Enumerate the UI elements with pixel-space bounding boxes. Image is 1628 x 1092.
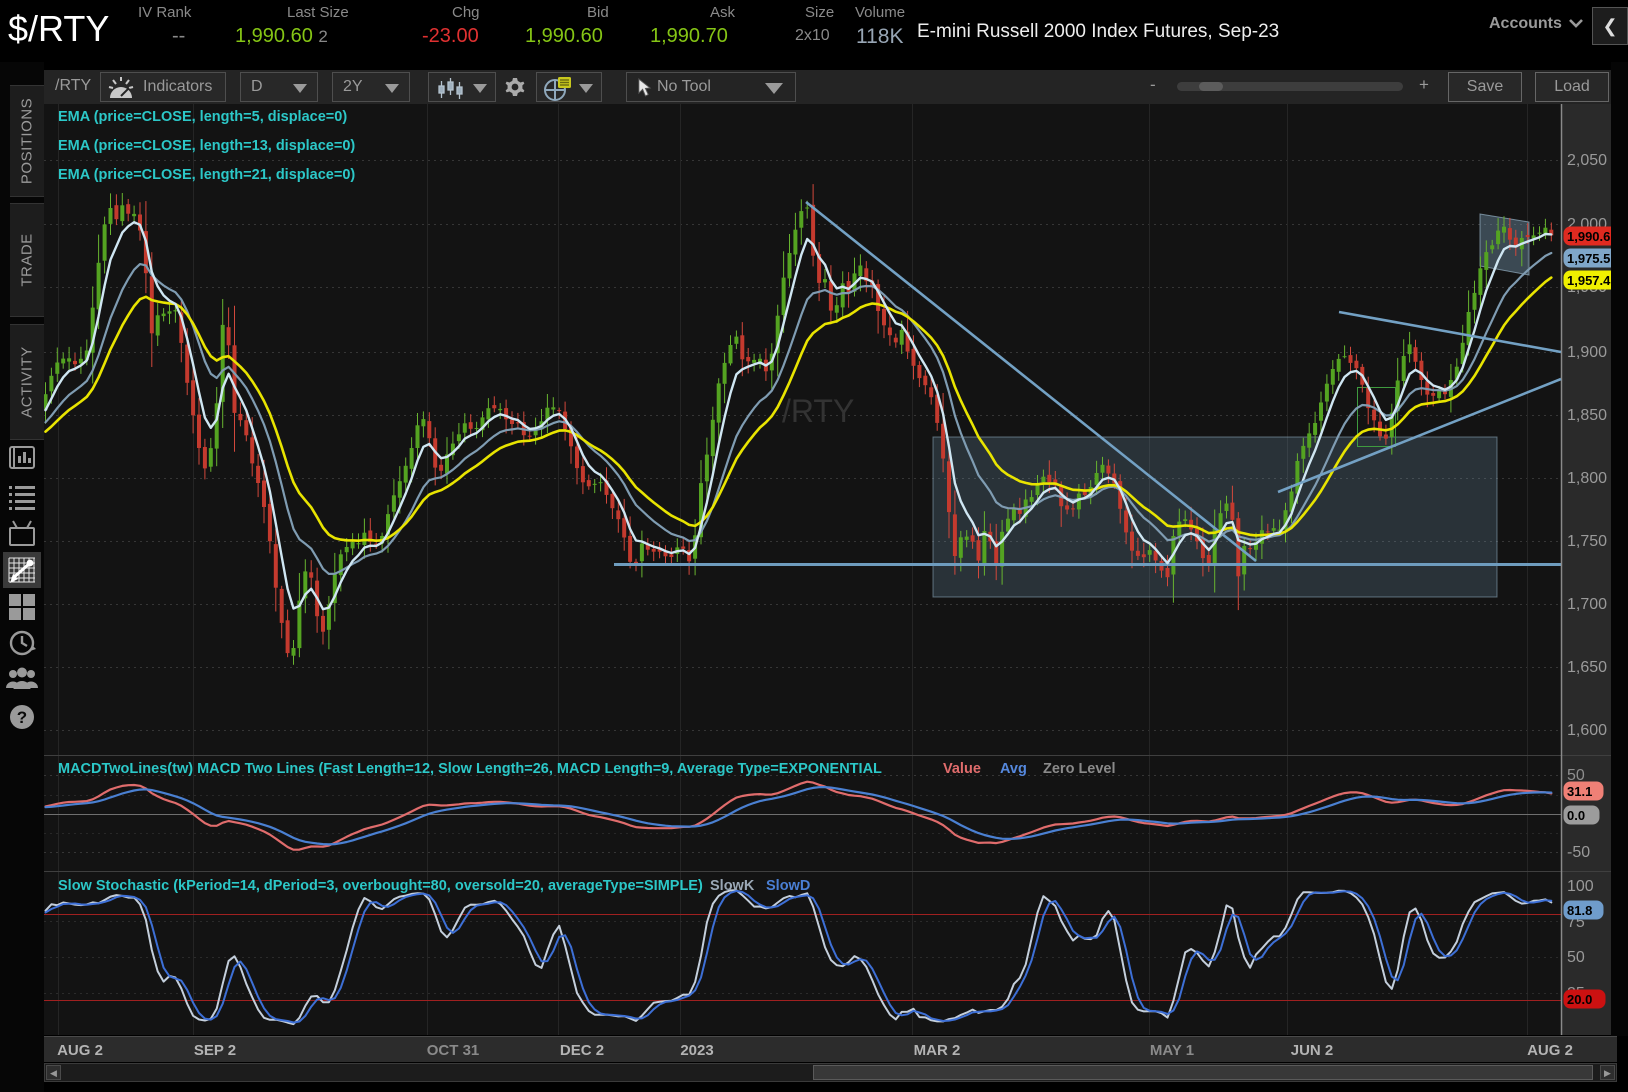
- svg-text:0.0: 0.0: [1567, 808, 1585, 823]
- svg-text:81.8: 81.8: [1567, 903, 1592, 918]
- svg-text:1,750: 1,750: [1567, 533, 1607, 550]
- svg-text:SlowD: SlowD: [766, 878, 810, 894]
- svg-text:20.0: 20.0: [1567, 992, 1592, 1007]
- svg-text:31.1: 31.1: [1567, 784, 1592, 799]
- svg-text:100: 100: [1567, 878, 1594, 895]
- svg-text:Value: Value: [943, 761, 981, 777]
- svg-text:SlowK: SlowK: [710, 878, 755, 894]
- svg-text:1,800: 1,800: [1567, 470, 1607, 487]
- svg-text:Slow Stochastic (kPeriod=14, d: Slow Stochastic (kPeriod=14, dPeriod=3, …: [58, 878, 703, 894]
- svg-text:50: 50: [1567, 767, 1585, 784]
- svg-text:1,900: 1,900: [1567, 344, 1607, 361]
- svg-text:1,957.4: 1,957.4: [1567, 273, 1611, 288]
- svg-text:2,050: 2,050: [1567, 152, 1607, 169]
- svg-text:MACDTwoLines(tw) MACD Two Line: MACDTwoLines(tw) MACD Two Lines (Fast Le…: [58, 761, 882, 777]
- svg-text:?: ?: [17, 708, 27, 727]
- svg-text:1,650: 1,650: [1567, 659, 1607, 676]
- svg-text:1,700: 1,700: [1567, 596, 1607, 613]
- svg-text:50: 50: [1567, 949, 1585, 966]
- svg-text:1,600: 1,600: [1567, 722, 1607, 739]
- svg-text:-50: -50: [1567, 844, 1590, 861]
- svg-text:EMA (price=CLOSE, length=13, d: EMA (price=CLOSE, length=13, displace=0): [58, 138, 355, 154]
- svg-text:1,975.5: 1,975.5: [1567, 251, 1610, 266]
- svg-text:EMA (price=CLOSE, length=21, d: EMA (price=CLOSE, length=21, displace=0): [58, 167, 355, 183]
- svg-text:Avg: Avg: [1000, 761, 1027, 777]
- svg-text:Zero Level: Zero Level: [1043, 761, 1116, 777]
- svg-text:1,990.6: 1,990.6: [1567, 229, 1610, 244]
- svg-text:EMA (price=CLOSE, length=5, di: EMA (price=CLOSE, length=5, displace=0): [58, 109, 347, 125]
- svg-text:/RTY: /RTY: [782, 393, 854, 429]
- svg-text:1,850: 1,850: [1567, 407, 1607, 424]
